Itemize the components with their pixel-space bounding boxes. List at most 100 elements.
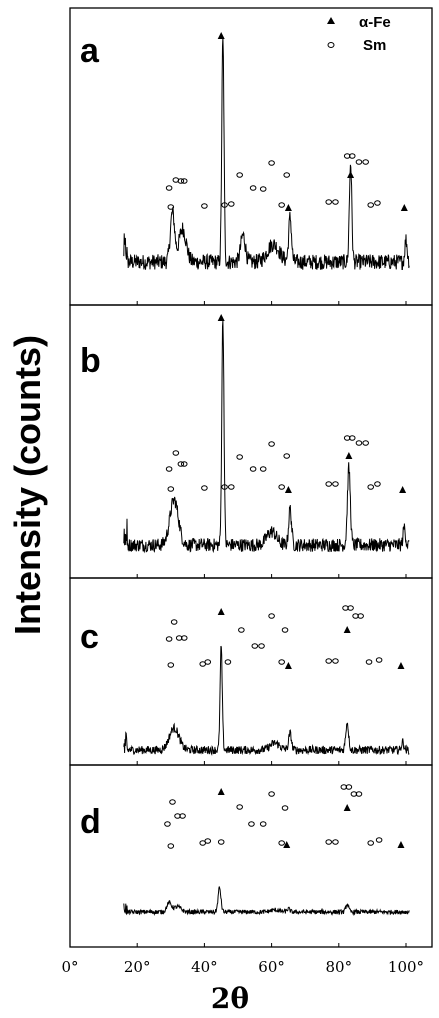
sm-marker xyxy=(279,660,285,665)
sm-marker xyxy=(375,201,381,206)
sm-marker xyxy=(205,660,211,665)
sm-marker xyxy=(269,792,275,797)
alpha-fe-marker xyxy=(397,841,404,848)
alpha-fe-marker xyxy=(347,171,354,178)
sm-marker xyxy=(168,663,174,668)
x-tick-label: 100° xyxy=(388,958,424,976)
sm-marker xyxy=(333,200,339,205)
sm-marker xyxy=(202,486,208,491)
sm-marker xyxy=(326,200,332,205)
sm-marker xyxy=(228,202,234,207)
sm-marker xyxy=(368,841,374,846)
sm-marker xyxy=(202,204,208,209)
sm-marker xyxy=(250,467,256,472)
sm-marker xyxy=(333,482,339,487)
sm-marker xyxy=(260,467,266,472)
sm-marker xyxy=(366,660,372,665)
panel-frame-d xyxy=(70,765,432,947)
sm-marker xyxy=(237,805,243,810)
sm-marker xyxy=(376,838,382,843)
sm-marker xyxy=(326,840,332,845)
sm-marker xyxy=(170,800,176,805)
sm-marker xyxy=(269,442,275,447)
sm-marker xyxy=(237,173,243,178)
plot-layer: a b c d α-Fe Sm 0° 20° 40° 60° 80° 100° xyxy=(61,8,432,976)
alpha-fe-marker xyxy=(285,486,292,493)
sm-marker xyxy=(249,822,255,827)
sm-marker xyxy=(225,660,231,665)
x-tick-label: 60° xyxy=(258,958,285,976)
sm-marker xyxy=(326,482,332,487)
alpha-fe-marker xyxy=(401,204,408,211)
sm-marker xyxy=(260,822,266,827)
sm-marker xyxy=(356,160,362,165)
sm-marker xyxy=(205,839,211,844)
legend-sm-symbol xyxy=(328,43,334,48)
sm-marker xyxy=(284,173,290,178)
sm-marker xyxy=(166,467,172,472)
sm-marker xyxy=(168,844,174,849)
sm-marker xyxy=(368,203,374,208)
legend-sm-label: Sm xyxy=(363,37,386,54)
sm-marker xyxy=(363,441,369,446)
alpha-fe-marker xyxy=(285,662,292,669)
sm-marker xyxy=(363,160,369,165)
alpha-fe-marker xyxy=(345,452,352,459)
sm-marker xyxy=(173,451,179,456)
x-tick-label: 80° xyxy=(326,958,353,976)
x-tick-label: 40° xyxy=(191,958,218,976)
sm-marker xyxy=(168,487,174,492)
alpha-fe-marker xyxy=(218,788,225,795)
x-axis-label: 2θ xyxy=(211,982,249,1015)
sm-marker xyxy=(282,806,288,811)
sm-marker xyxy=(259,644,265,649)
panel-label-b: b xyxy=(80,342,101,380)
alpha-fe-marker xyxy=(399,486,406,493)
sm-marker xyxy=(181,179,187,184)
sm-marker xyxy=(279,485,285,490)
sm-marker xyxy=(333,840,339,845)
sm-marker xyxy=(326,659,332,664)
sm-marker xyxy=(260,187,266,192)
sm-marker xyxy=(356,441,362,446)
sm-marker xyxy=(171,620,177,625)
y-axis-label: Intensity (counts) xyxy=(7,335,48,635)
xrd-pattern-d xyxy=(124,887,409,915)
x-tick-label: 20° xyxy=(124,958,151,976)
sm-marker xyxy=(284,454,290,459)
sm-marker xyxy=(269,614,275,619)
sm-marker xyxy=(269,161,275,166)
sm-marker xyxy=(368,485,374,490)
sm-marker xyxy=(279,841,285,846)
sm-marker xyxy=(252,644,258,649)
alpha-fe-marker xyxy=(218,608,225,615)
sm-marker xyxy=(250,186,256,191)
sm-marker xyxy=(239,628,245,633)
xrd-pattern-b xyxy=(124,321,409,552)
alpha-fe-marker xyxy=(344,626,351,633)
sm-marker xyxy=(375,482,381,487)
sm-marker xyxy=(181,462,187,467)
sm-marker xyxy=(333,659,339,664)
sm-marker xyxy=(165,822,171,827)
alpha-fe-marker xyxy=(218,32,225,39)
sm-marker xyxy=(376,658,382,663)
legend-alpha-fe-label: α-Fe xyxy=(359,14,391,31)
legend-alpha-fe-symbol xyxy=(327,17,335,24)
sm-marker xyxy=(282,628,288,633)
xrd-pattern-a xyxy=(124,37,409,269)
sm-marker xyxy=(279,203,285,208)
alpha-fe-marker xyxy=(344,804,351,811)
panel-frame-c xyxy=(70,578,432,765)
sm-marker xyxy=(237,455,243,460)
sm-marker xyxy=(218,840,224,845)
panel-label-a: a xyxy=(80,32,100,70)
x-tick-label: 0° xyxy=(61,958,78,976)
sm-marker xyxy=(228,485,234,490)
alpha-fe-marker xyxy=(285,204,292,211)
sm-marker xyxy=(166,637,172,642)
panel-label-d: d xyxy=(80,803,101,841)
sm-marker xyxy=(166,186,172,191)
panel-label-c: c xyxy=(80,618,99,656)
